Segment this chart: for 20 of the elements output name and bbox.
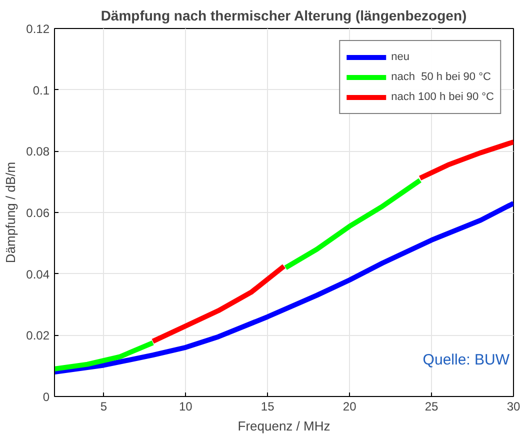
y-tick-label: 0.06: [26, 206, 50, 220]
chart-title: Dämpfung nach thermischer Alterung (längenbezogen): [100, 8, 467, 24]
x-axis-title: Frequenz / MHz: [238, 418, 330, 434]
y-axis-title: Dämpfung / dB/m: [3, 162, 18, 264]
x-tick-label: 25: [424, 400, 439, 414]
x-tick-label: 10: [178, 400, 193, 414]
x-tick-label: 20: [342, 400, 357, 414]
annotation: Quelle: BUW: [422, 352, 510, 368]
x-tick-label: 5: [100, 400, 108, 414]
legend-label: nach 100 h bei 90 °C: [391, 91, 494, 103]
y-tick-label: 0.1: [32, 83, 50, 98]
legend-label: nach 50 h bei 90 °C: [391, 71, 491, 83]
y-tick-label: 0.04: [26, 267, 50, 282]
y-tick-label: 0: [42, 390, 50, 404]
y-tick-label: 0.12: [26, 22, 50, 36]
legend-label: neu: [391, 51, 410, 63]
y-tick-label: 0.02: [26, 328, 50, 343]
x-tick-label: 30: [506, 400, 520, 414]
x-tick-label: 15: [260, 400, 275, 414]
y-tick-label: 0.08: [26, 144, 50, 159]
